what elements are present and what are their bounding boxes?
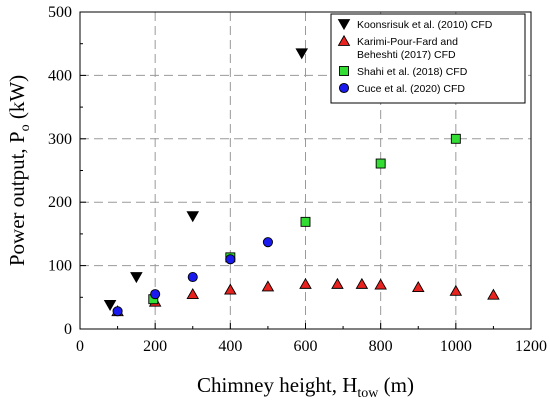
plot-frame <box>79 11 532 330</box>
x-tick-label: 1000 <box>440 338 472 355</box>
data-point <box>186 287 200 299</box>
legend-marker <box>339 66 349 76</box>
x-axis-title: Chimney height, Htow (m) <box>197 373 414 401</box>
data-point <box>295 48 309 60</box>
data-point <box>299 277 312 289</box>
data-point <box>355 277 369 289</box>
legend-item-3: Cuce et al. (2020) CFD <box>338 82 465 95</box>
y-axis-title-main: Power output, P <box>5 131 29 266</box>
tick-labels: 0 200 400 600 800 1000 1200 0 100 200 300 400 500 <box>48 4 547 355</box>
legend: Koonsrisuk et al. (2010) CFD Karimi-Pour-… <box>330 13 526 104</box>
y-tick-label: 300 <box>48 131 72 148</box>
y-tick-label: 0 <box>64 321 72 338</box>
x-tick-label: 200 <box>143 338 167 355</box>
data-point <box>225 254 236 265</box>
data-point <box>450 133 461 144</box>
legend-marker <box>337 19 351 31</box>
data-point <box>300 216 311 227</box>
data-point <box>187 271 198 283</box>
y-tick-label: 400 <box>48 67 72 84</box>
data-point <box>375 158 386 169</box>
data-markers <box>103 48 500 317</box>
data-point <box>112 306 123 317</box>
y-tick-label: 200 <box>48 194 72 211</box>
series-0-markers <box>103 48 309 312</box>
data-point <box>186 211 200 223</box>
y-axis-title-unit: (kW) <box>5 75 29 125</box>
x-tick-label: 800 <box>369 338 393 355</box>
legend-box <box>330 13 526 104</box>
y-axis-title-subscript: o <box>18 124 33 131</box>
legend-item-2: Shahi et al. (2018) CFD <box>339 66 468 78</box>
x-tick-label: 0 <box>76 338 84 355</box>
data-point <box>224 283 237 295</box>
legend-marker <box>337 34 351 46</box>
legend-item-0: Koonsrisuk et al. (2010) CFD <box>337 19 493 31</box>
data-point <box>261 280 275 292</box>
data-point <box>374 278 387 290</box>
grid-lines <box>80 12 531 329</box>
x-axis-title-unit: (m) <box>378 373 414 397</box>
legend-label: Shahi et al. (2018) CFD <box>357 66 468 78</box>
series-3-markers <box>112 237 273 317</box>
x-axis-title-subscript: tow <box>357 386 379 401</box>
data-point <box>449 284 463 296</box>
data-point <box>262 237 273 248</box>
legend-label: Koonsrisuk et al. (2010) CFD <box>357 19 493 31</box>
data-point <box>103 300 117 312</box>
data-point <box>487 288 500 300</box>
data-point <box>130 272 143 284</box>
y-axis-title: Power output, Po (kW) <box>5 75 33 266</box>
y-tick-label: 100 <box>48 258 72 275</box>
legend-label: Karimi-Pour-Fard and <box>357 36 458 48</box>
x-tick-label: 400 <box>218 338 242 355</box>
y-axis-title-group: Power output, Po (kW) <box>5 75 33 266</box>
x-tick-label: 1200 <box>515 338 547 355</box>
legend-label: Cuce et al. (2020) CFD <box>357 83 465 95</box>
data-point <box>331 277 344 289</box>
legend-marker <box>338 82 350 94</box>
x-axis-title-main: Chimney height, H <box>197 373 357 397</box>
x-tick-label: 600 <box>294 338 318 355</box>
data-point <box>150 289 161 300</box>
legend-label: Beheshti (2017) CFD <box>357 49 456 61</box>
data-point <box>411 281 425 293</box>
y-tick-label: 500 <box>48 4 72 21</box>
